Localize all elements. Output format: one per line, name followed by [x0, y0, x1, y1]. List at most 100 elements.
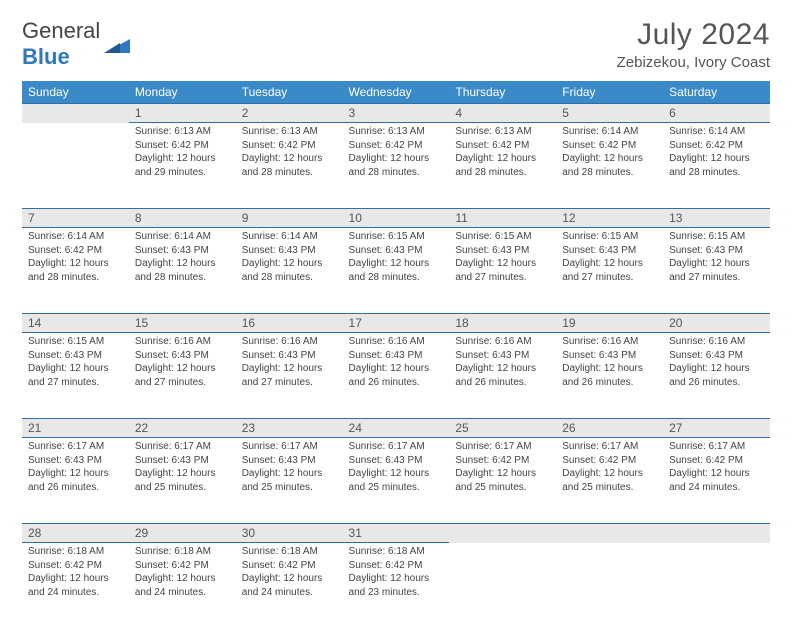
day-number-cell: 26 [556, 419, 663, 438]
daylight-line: Daylight: 12 hours and 28 minutes. [562, 152, 657, 179]
sunset-line: Sunset: 6:43 PM [242, 244, 337, 258]
day-number-cell: 15 [129, 314, 236, 333]
sunrise-line: Sunrise: 6:17 AM [562, 440, 657, 454]
daylight-line: Daylight: 12 hours and 25 minutes. [242, 467, 337, 494]
day-number-row: 14151617181920 [22, 314, 770, 333]
sunrise-line: Sunrise: 6:15 AM [455, 230, 550, 244]
sunrise-line: Sunrise: 6:18 AM [242, 545, 337, 559]
day-info-cell: Sunrise: 6:13 AMSunset: 6:42 PMDaylight:… [343, 123, 450, 209]
sunset-line: Sunset: 6:43 PM [669, 349, 764, 363]
sunrise-line: Sunrise: 6:13 AM [242, 125, 337, 139]
day-number-cell: 4 [449, 104, 556, 123]
daylight-line: Daylight: 12 hours and 24 minutes. [28, 572, 123, 599]
day-info-cell: Sunrise: 6:16 AMSunset: 6:43 PMDaylight:… [236, 333, 343, 419]
brand-text: General Blue [22, 18, 100, 70]
day-number-cell: 10 [343, 209, 450, 228]
location-label: Zebizekou, Ivory Coast [617, 54, 770, 71]
daylight-line: Daylight: 12 hours and 24 minutes. [135, 572, 230, 599]
day-info-cell: Sunrise: 6:14 AMSunset: 6:43 PMDaylight:… [129, 228, 236, 314]
sunset-line: Sunset: 6:42 PM [669, 454, 764, 468]
sunset-line: Sunset: 6:43 PM [562, 349, 657, 363]
sunrise-line: Sunrise: 6:15 AM [28, 335, 123, 349]
sunset-line: Sunset: 6:43 PM [28, 349, 123, 363]
day-number-cell: 27 [663, 419, 770, 438]
sunrise-line: Sunrise: 6:16 AM [455, 335, 550, 349]
header: General Blue July 2024 Zebizekou, Ivory … [22, 18, 770, 71]
daylight-line: Daylight: 12 hours and 27 minutes. [135, 362, 230, 389]
sunset-line: Sunset: 6:42 PM [242, 139, 337, 153]
day-info-cell [663, 543, 770, 629]
day-info-cell: Sunrise: 6:16 AMSunset: 6:43 PMDaylight:… [343, 333, 450, 419]
sunset-line: Sunset: 6:42 PM [28, 559, 123, 573]
day-number-cell: 14 [22, 314, 129, 333]
day-info-cell: Sunrise: 6:17 AMSunset: 6:43 PMDaylight:… [129, 438, 236, 524]
weekday-header: Tuesday [236, 81, 343, 104]
day-number-cell [556, 524, 663, 543]
sunset-line: Sunset: 6:42 PM [349, 139, 444, 153]
day-number-cell: 29 [129, 524, 236, 543]
daylight-line: Daylight: 12 hours and 28 minutes. [349, 257, 444, 284]
brand-triangle-icon [104, 35, 130, 53]
sunset-line: Sunset: 6:42 PM [455, 454, 550, 468]
daylight-line: Daylight: 12 hours and 26 minutes. [669, 362, 764, 389]
brand-logo: General Blue [22, 18, 130, 70]
sunset-line: Sunset: 6:42 PM [669, 139, 764, 153]
sunrise-line: Sunrise: 6:14 AM [28, 230, 123, 244]
sunrise-line: Sunrise: 6:16 AM [562, 335, 657, 349]
daylight-line: Daylight: 12 hours and 27 minutes. [242, 362, 337, 389]
day-number-cell: 24 [343, 419, 450, 438]
daylight-line: Daylight: 12 hours and 28 minutes. [242, 152, 337, 179]
sunset-line: Sunset: 6:43 PM [349, 244, 444, 258]
day-info-cell: Sunrise: 6:15 AMSunset: 6:43 PMDaylight:… [556, 228, 663, 314]
day-info-row: Sunrise: 6:17 AM Sunset: 6:43 PM Daylight:… [22, 438, 770, 524]
day-info-cell: Sunrise: 6:15 AMSunset: 6:43 PMDaylight:… [663, 228, 770, 314]
day-number-cell: 22 [129, 419, 236, 438]
weekday-header: Friday [556, 81, 663, 104]
sunset-line: Sunset: 6:42 PM [28, 244, 123, 258]
sunset-line: Sunset: 6:43 PM [242, 349, 337, 363]
daylight-line: Daylight: 12 hours and 28 minutes. [349, 152, 444, 179]
day-number-cell: 17 [343, 314, 450, 333]
sunset-line: Sunset: 6:43 PM [135, 349, 230, 363]
daylight-line: Daylight: 12 hours and 26 minutes. [455, 362, 550, 389]
weekday-header: Saturday [663, 81, 770, 104]
day-info-cell [556, 543, 663, 629]
daylight-line: Daylight: 12 hours and 28 minutes. [669, 152, 764, 179]
daylight-line: Daylight: 12 hours and 29 minutes. [135, 152, 230, 179]
day-number-cell [22, 104, 129, 123]
daylight-line: Daylight: 12 hours and 25 minutes. [562, 467, 657, 494]
day-number-cell: 21 [22, 419, 129, 438]
day-info-cell [22, 123, 129, 209]
day-info-row: Sunrise: 6:18 AMSunset: 6:42 PMDaylight:… [22, 543, 770, 629]
weekday-header: Wednesday [343, 81, 450, 104]
sunset-line: Sunset: 6:43 PM [349, 454, 444, 468]
day-number-cell: 13 [663, 209, 770, 228]
sunrise-line: Sunrise: 6:17 AM [455, 440, 550, 454]
daylight-line: Daylight: 12 hours and 24 minutes. [242, 572, 337, 599]
day-info-cell: Sunrise: 6:18 AMSunset: 6:42 PMDaylight:… [22, 543, 129, 629]
day-info-cell: Sunrise: 6:16 AMSunset: 6:43 PMDaylight:… [663, 333, 770, 419]
sunrise-line: Sunrise: 6:13 AM [349, 125, 444, 139]
sunset-line: Sunset: 6:42 PM [135, 559, 230, 573]
daylight-line: Daylight: 12 hours and 28 minutes. [135, 257, 230, 284]
daylight-line: Daylight: 12 hours and 27 minutes. [562, 257, 657, 284]
sunset-line: Sunset: 6:43 PM [455, 244, 550, 258]
sunrise-line: Sunrise: 6:17 AM [242, 440, 337, 454]
sunrise-line: Sunrise: 6:15 AM [669, 230, 764, 244]
day-number-cell [449, 524, 556, 543]
day-info-row: Sunrise: 6:13 AMSunset: 6:42 PMDaylight:… [22, 123, 770, 209]
day-number-cell: 19 [556, 314, 663, 333]
sunrise-line: Sunrise: 6:16 AM [669, 335, 764, 349]
day-number-cell: 23 [236, 419, 343, 438]
day-number-cell: 8 [129, 209, 236, 228]
daylight-line: Daylight: 12 hours and 26 minutes. [562, 362, 657, 389]
day-number-row: 123456 [22, 104, 770, 123]
day-number-cell: 3 [343, 104, 450, 123]
day-number-cell: 1 [129, 104, 236, 123]
daylight-line: Daylight: 12 hours and 26 minutes. [349, 362, 444, 389]
sunrise-line: Sunrise: 6:14 AM [669, 125, 764, 139]
day-info-cell: Sunrise: 6:15 AMSunset: 6:43 PMDaylight:… [343, 228, 450, 314]
title-block: July 2024 Zebizekou, Ivory Coast [617, 18, 770, 71]
weekday-header: Thursday [449, 81, 556, 104]
day-number-cell: 11 [449, 209, 556, 228]
